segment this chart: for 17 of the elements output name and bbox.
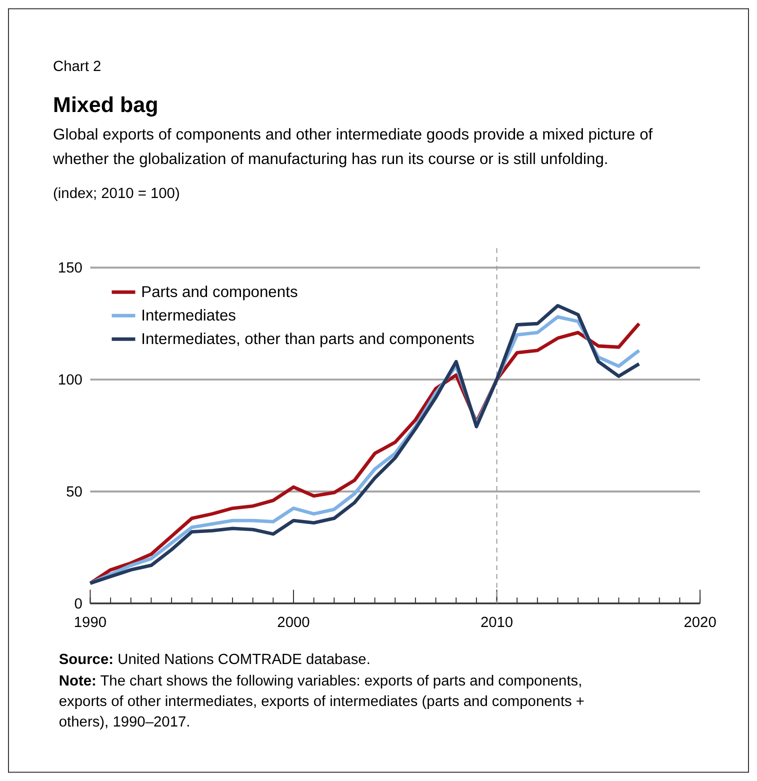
source-note: Source: United Nations COMTRADE database. <box>58 652 370 668</box>
y-tick-label: 150 <box>58 260 82 277</box>
y-tick-label: 50 <box>66 484 82 500</box>
caption: Chart 2 <box>53 58 102 75</box>
chart-title: Mixed bag <box>53 93 158 118</box>
y-axis-title: (index; 2010 = 100) <box>53 186 180 202</box>
text: Note: The chart shows the following variables: exports of parts and components, exports of other intermediates, exports of intermediates (parts and components + others), 1990–2017. <box>58 674 585 731</box>
y-tick-label: 0 <box>74 596 82 612</box>
legend-label: Intermediates, other than parts and components <box>141 331 475 348</box>
legend-label: Intermediates <box>141 308 236 325</box>
chart-subtitle: Global exports of components and other intermediate goods provide a mixed picture of whether the globalization of manufacturing has run its course or is still unfolding. <box>52 126 654 168</box>
x-tick-label: 2020 <box>684 614 716 631</box>
x-tick-label: 1990 <box>74 614 107 631</box>
legend-label: Parts and components <box>141 284 298 302</box>
x-tick-label: 2010 <box>480 614 514 631</box>
y-tick-label: 100 <box>58 372 82 388</box>
x-tick-label: 2000 <box>277 614 310 631</box>
